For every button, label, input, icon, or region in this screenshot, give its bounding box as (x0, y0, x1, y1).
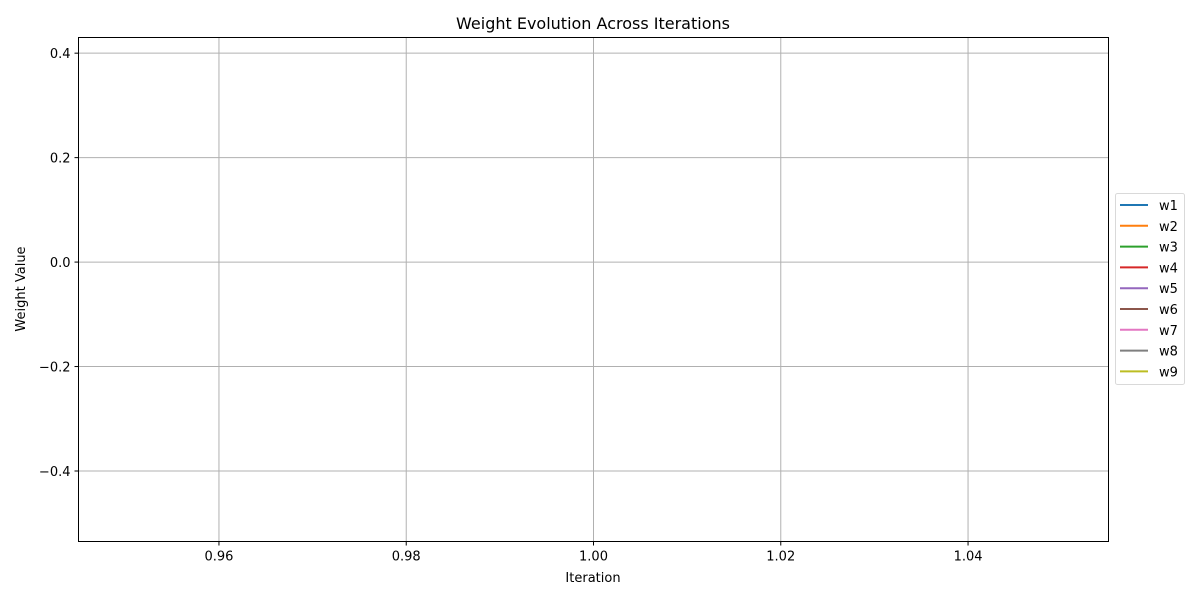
grid-lines (78, 37, 1109, 542)
x-tick-label: 1.04 (954, 550, 983, 565)
y-axis-ticks: −0.4 −0.2 0.0 0.2 0.4 (39, 47, 79, 480)
legend-label-w5: w5 (1159, 282, 1178, 297)
y-tick-label: −0.2 (39, 361, 71, 376)
legend-label-w8: w8 (1159, 345, 1178, 360)
legend-label-w3: w3 (1159, 241, 1178, 256)
y-tick-label: 0.4 (50, 47, 71, 62)
legend-label-w6: w6 (1159, 303, 1178, 318)
x-tick-label: 0.96 (204, 550, 233, 565)
legend-label-w2: w2 (1159, 220, 1178, 235)
y-tick-label: −0.4 (39, 465, 71, 480)
legend-label-w4: w4 (1159, 261, 1178, 276)
x-axis-label: Iteration (565, 571, 620, 586)
legend-frame (1115, 193, 1185, 385)
legend-label-w9: w9 (1159, 365, 1178, 380)
x-tick-label: 1.02 (766, 550, 795, 565)
x-tick-label: 0.98 (392, 550, 421, 565)
legend-label-w1: w1 (1159, 199, 1178, 214)
chart-title: Weight Evolution Across Iterations (456, 14, 730, 33)
x-tick-label: 1.00 (579, 550, 608, 565)
legend-label-w7: w7 (1159, 324, 1178, 339)
y-tick-label: 0.2 (50, 152, 71, 167)
y-axis-label: Weight Value (14, 246, 29, 331)
y-tick-label: 0.0 (50, 256, 71, 271)
legend: w1 w2 w3 w4 w5 w6 w7 w8 w9 (1115, 193, 1185, 385)
x-axis-ticks: 0.96 0.98 1.00 1.02 1.04 (204, 541, 983, 565)
